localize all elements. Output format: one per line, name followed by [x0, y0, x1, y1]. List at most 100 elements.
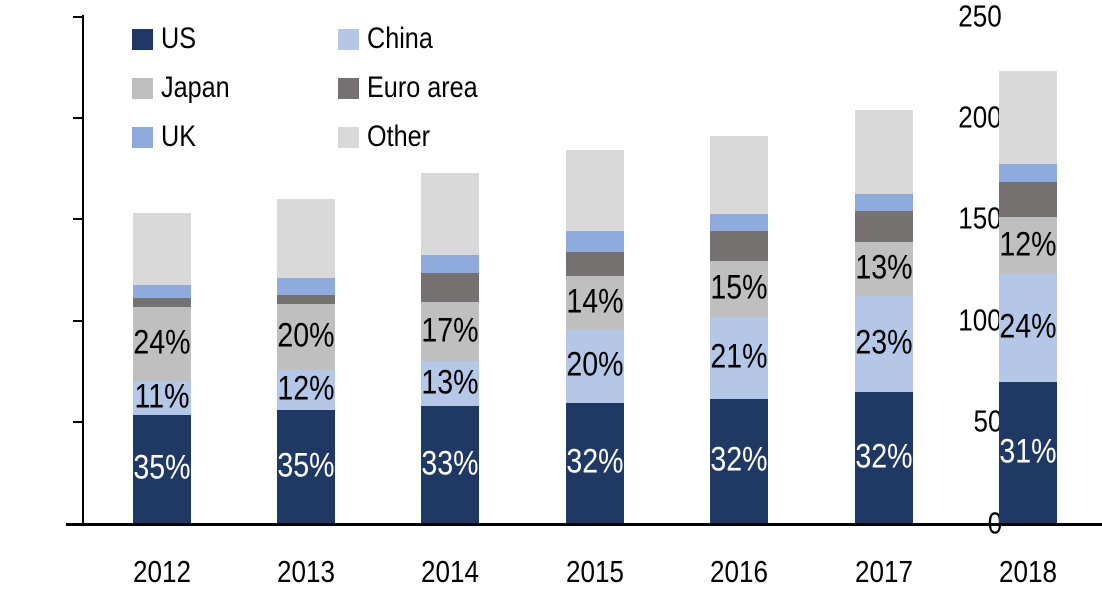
x-tick-label: 2013 [276, 554, 335, 589]
bar-label-japan: 20% [277, 317, 335, 356]
legend: US China Japan Euro area UK Other [132, 22, 499, 153]
bar-segment-us [998, 381, 1057, 524]
y-axis-tick [73, 522, 82, 525]
bar-segment-uk [132, 285, 191, 299]
y-axis-line [82, 15, 84, 526]
legend-label-euro-area: Euro area [367, 71, 478, 104]
y-tick-label: 0 [987, 504, 1002, 540]
bar-label-us: 32% [566, 442, 624, 481]
bar-label-japan: 13% [854, 248, 913, 287]
bar-label-china: 12% [277, 369, 335, 408]
legend-label-japan: Japan [161, 71, 230, 104]
legend-label-china: China [367, 22, 433, 55]
bar-label-japan: 14% [566, 282, 624, 321]
y-axis-tick [73, 421, 82, 424]
legend-label-uk: UK [161, 120, 197, 153]
bar-segment-uk [565, 231, 624, 252]
bar-segment-china [276, 370, 335, 410]
bar-label-us: 32% [854, 437, 913, 476]
bar-segment-china [565, 329, 624, 403]
bar-segment-us [276, 409, 335, 524]
bar-segment-uk [421, 254, 480, 274]
legend-swatch-china [338, 28, 359, 50]
y-axis-tick [73, 116, 82, 119]
bar-segment-uk [710, 214, 769, 232]
x-tick-label: 2016 [710, 554, 769, 589]
y-tick-label: 200 [958, 99, 1002, 135]
bar-label-us: 35% [277, 446, 335, 485]
legend-item-euro-area: Euro area [338, 71, 499, 104]
y-axis-tick [73, 319, 82, 322]
bar-segment-other [276, 199, 335, 279]
legend-swatch-other [338, 126, 359, 148]
bar-segment-china [854, 296, 913, 392]
bar-segment-us [854, 391, 913, 524]
legend-item-us: US [132, 22, 338, 55]
legend-item-china: China [338, 22, 499, 55]
legend-swatch-us [132, 28, 153, 50]
y-tick-label: 100 [958, 301, 1002, 337]
bar-segment-japan [710, 260, 769, 317]
bar-segment-japan [565, 276, 624, 330]
bar-label-us: 33% [421, 444, 479, 483]
bar-segment-us [565, 402, 624, 524]
bar-label-us: 32% [710, 440, 768, 479]
x-tick-label: 2012 [132, 554, 191, 589]
bar-segment-japan [276, 304, 335, 371]
bar-segment-uk [276, 278, 335, 296]
bar-segment-euro-area [998, 181, 1057, 218]
y-tick-label: 50 [973, 403, 1002, 439]
bar-label-japan: 17% [421, 311, 479, 350]
bar-label-china: 24% [999, 307, 1057, 346]
bar-segment-china [710, 316, 769, 399]
bar-segment-us [132, 415, 191, 524]
bar-segment-us [421, 405, 480, 524]
bar-segment-euro-area [276, 295, 335, 305]
x-tick-label: 2018 [998, 554, 1057, 589]
bar-label-us: 31% [999, 432, 1057, 471]
legend-item-japan: Japan [132, 71, 338, 104]
bar-label-china: 20% [566, 346, 624, 385]
bar-segment-euro-area [132, 298, 191, 307]
bar-segment-other [421, 172, 480, 255]
legend-item-uk: UK [132, 120, 338, 153]
bar-segment-other [998, 71, 1057, 164]
legend-label-us: US [161, 22, 197, 55]
x-tick-label: 2017 [854, 554, 913, 589]
bar-label-japan: 15% [710, 268, 768, 307]
bar-segment-other [854, 109, 913, 194]
bar-segment-other [132, 213, 191, 286]
bar-segment-us [710, 398, 769, 524]
x-axis-line [66, 523, 1102, 526]
bar-segment-euro-area [710, 231, 769, 261]
bar-segment-euro-area [421, 273, 480, 303]
legend-label-other: Other [367, 120, 431, 153]
bar-segment-japan [132, 306, 191, 381]
bar-segment-china [998, 274, 1057, 382]
bar-segment-other [565, 150, 624, 232]
bar-segment-japan [854, 241, 913, 297]
bar-segment-other [710, 136, 769, 215]
x-tick-label: 2015 [565, 554, 624, 589]
bar-segment-uk [998, 163, 1057, 182]
y-tick-label: 250 [958, 0, 1002, 33]
bar-label-china: 23% [854, 323, 913, 362]
bar-segment-japan [998, 217, 1057, 275]
bar-label-us: 35% [132, 448, 191, 487]
y-tick-label: 150 [958, 200, 1002, 236]
bar-label-china: 11% [133, 377, 190, 416]
bar-segment-china [132, 380, 191, 415]
y-axis-tick [73, 15, 82, 18]
legend-item-other: Other [338, 120, 499, 153]
legend-swatch-uk [132, 126, 153, 148]
x-tick-label: 2014 [421, 554, 480, 589]
bar-label-china: 13% [421, 363, 479, 402]
bar-segment-uk [854, 193, 913, 212]
y-axis-tick [73, 218, 82, 221]
legend-swatch-euro-area [338, 77, 359, 99]
bar-segment-japan [421, 302, 480, 362]
bar-segment-euro-area [854, 211, 913, 242]
bar-segment-china [421, 361, 480, 406]
bar-label-china: 21% [710, 337, 768, 376]
